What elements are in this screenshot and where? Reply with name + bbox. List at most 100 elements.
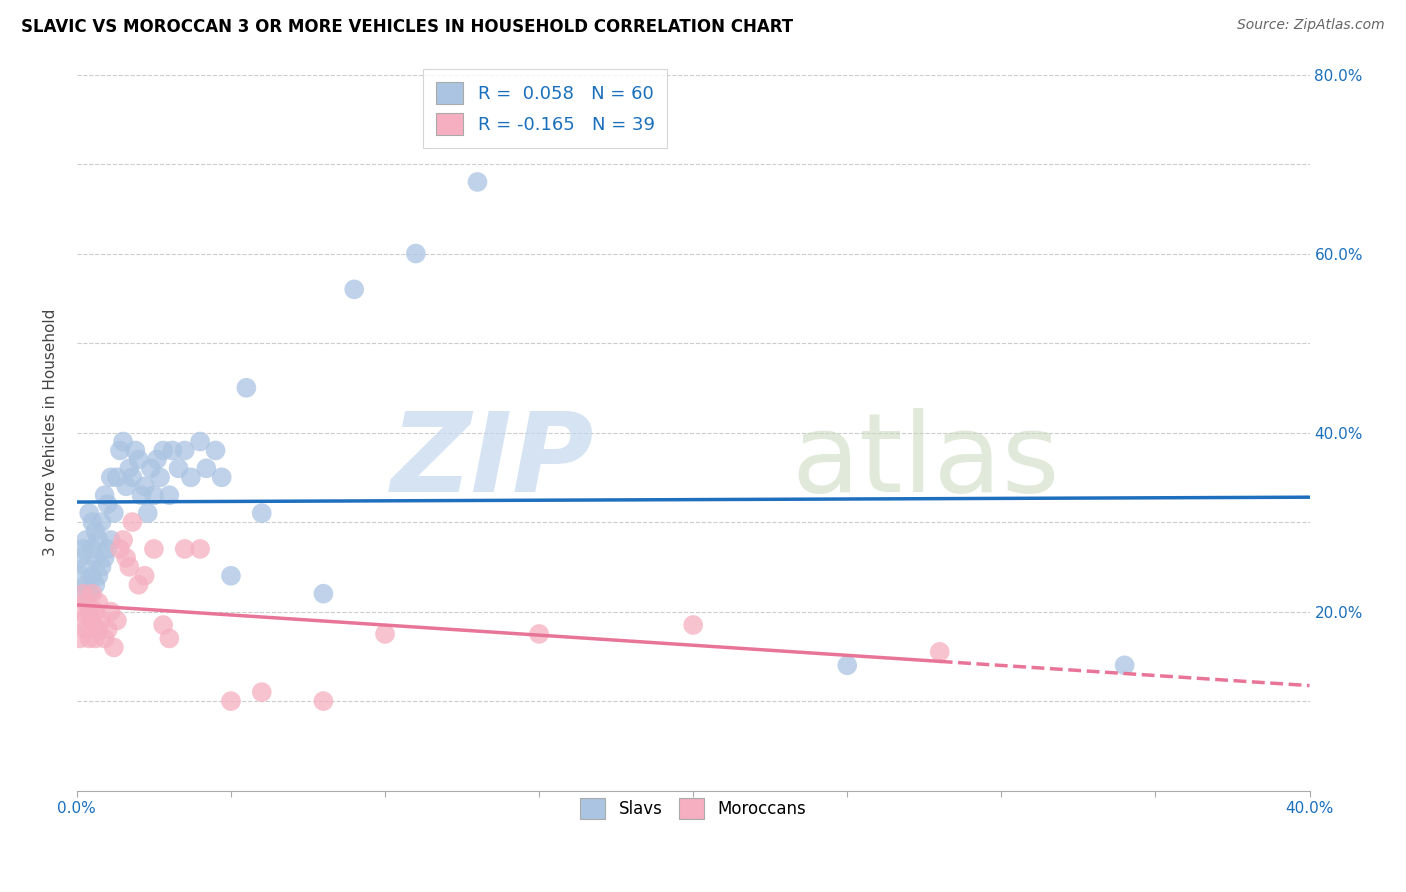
Point (195, 461, 218, 475)
Point (72, 587, 94, 601)
Point (142, 541, 165, 556)
Point (188, 541, 211, 556)
Point (134, 479, 156, 493)
Point (1114, 658, 1136, 673)
Point (97, 497, 120, 511)
Point (152, 443, 174, 458)
Point (112, 533, 135, 547)
Point (84, 524, 107, 538)
Point (84, 578, 107, 592)
Point (82, 541, 104, 556)
Point (204, 443, 226, 458)
Point (837, 658, 859, 673)
Point (121, 515, 143, 529)
Point (77, 605, 100, 619)
Point (100, 470, 122, 484)
Point (112, 434, 135, 449)
Point (72, 614, 94, 628)
Point (75, 578, 97, 592)
Point (97, 541, 120, 556)
Point (467, 175, 489, 189)
Point (87, 596, 110, 610)
Point (100, 605, 122, 619)
Point (121, 470, 143, 484)
Point (136, 506, 159, 520)
Point (77, 587, 100, 601)
Point (93, 488, 115, 502)
Point (219, 694, 242, 708)
Point (82, 587, 104, 601)
Point (69, 632, 91, 646)
Point (87, 568, 110, 582)
Point (75, 559, 97, 574)
Point (235, 381, 257, 395)
Point (84, 632, 107, 646)
Point (152, 618, 174, 632)
Point (312, 694, 335, 708)
Point (69, 568, 91, 582)
Point (75, 623, 97, 637)
Point (124, 443, 146, 458)
Point (157, 488, 180, 502)
Point (93, 550, 115, 565)
Point (180, 470, 202, 484)
Point (343, 282, 366, 296)
Point (82, 515, 104, 529)
Point (134, 568, 156, 582)
Point (108, 541, 131, 556)
Point (527, 627, 550, 641)
Point (77, 506, 100, 520)
Point (90, 559, 112, 574)
Text: ZIP: ZIP (391, 408, 595, 515)
Point (118, 559, 141, 574)
Point (250, 506, 273, 520)
Point (90, 515, 112, 529)
Point (105, 470, 128, 484)
Point (108, 443, 131, 458)
Point (188, 434, 211, 449)
Point (82, 568, 104, 582)
Point (146, 452, 169, 467)
Point (928, 645, 950, 659)
Point (103, 640, 125, 655)
Point (142, 488, 165, 502)
Legend: Slavs, Moroccans: Slavs, Moroccans (574, 791, 813, 825)
Point (72, 587, 94, 601)
Point (139, 461, 162, 475)
Point (250, 685, 273, 699)
Point (312, 587, 335, 601)
Point (374, 627, 396, 641)
Point (69, 550, 91, 565)
Point (128, 452, 150, 467)
Point (211, 470, 233, 484)
Point (84, 550, 107, 565)
Point (118, 461, 141, 475)
Text: atlas: atlas (792, 408, 1060, 515)
Point (72, 541, 94, 556)
Point (131, 488, 153, 502)
Point (87, 623, 110, 637)
Text: SLAVIC VS MOROCCAN 3 OR MORE VEHICLES IN HOUSEHOLD CORRELATION CHART: SLAVIC VS MOROCCAN 3 OR MORE VEHICLES IN… (21, 18, 793, 36)
Point (75, 596, 97, 610)
Point (128, 578, 150, 592)
Point (115, 479, 138, 493)
Point (682, 618, 704, 632)
Point (115, 550, 138, 565)
Point (105, 614, 128, 628)
Point (69, 605, 91, 619)
Point (173, 541, 195, 556)
Text: Source: ZipAtlas.com: Source: ZipAtlas.com (1237, 18, 1385, 32)
Point (87, 533, 110, 547)
Point (75, 533, 97, 547)
Point (173, 443, 195, 458)
Point (219, 568, 242, 582)
Point (82, 614, 104, 628)
Point (162, 443, 184, 458)
Point (97, 623, 120, 637)
Point (84, 605, 107, 619)
Point (90, 614, 112, 628)
Point (93, 632, 115, 646)
Y-axis label: 3 or more Vehicles in Household: 3 or more Vehicles in Household (44, 309, 58, 557)
Point (77, 632, 100, 646)
Point (103, 506, 125, 520)
